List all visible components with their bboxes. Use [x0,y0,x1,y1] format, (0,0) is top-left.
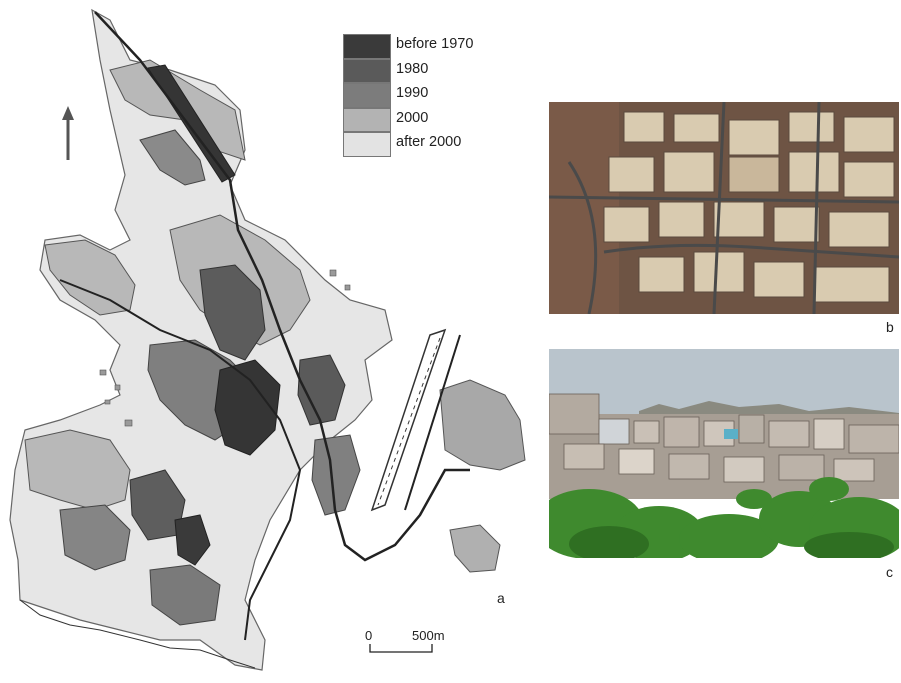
urban-growth-map: before 1970 1980 1990 2000 after 2000 0 … [9,8,526,671]
scattered-parcels [99,269,351,427]
aerial-photo-icon [549,102,899,314]
map-svg [9,8,526,671]
zone-before-1970-north-strip [147,64,236,183]
landscape-photo-icon [549,349,899,558]
zone-1990-south [149,564,221,626]
legend-item: after 2000 [343,132,503,157]
legend-swatch [343,132,391,157]
airport-taxiway [404,334,461,511]
legend-swatch [343,58,391,83]
zone-before-1970-south [174,514,211,566]
landscape-photo [549,349,899,558]
legend-label: 2000 [396,109,429,126]
legend-item: 1990 [343,83,503,108]
legend-item: 1980 [343,58,503,83]
zone-2000-south [449,524,501,573]
airport-runway-icon [370,328,447,512]
north-arrow-icon [62,106,74,160]
zone-1990-north [139,129,206,186]
legend-label: before 1970 [396,36,474,52]
runway-centerline [377,337,441,506]
coastline [19,599,256,669]
legend-label: 1980 [396,60,429,77]
zone-2000-east [439,379,526,471]
legend: before 1970 1980 1990 2000 after 2000 [343,34,503,157]
zone-2000-southwest [24,429,131,511]
legend-swatch [343,83,391,108]
scale-start-label: 0 [365,628,373,643]
scale-bar-line [369,644,433,653]
panel-label-a: a [497,590,505,606]
zone-before-1970-plateau [214,359,281,456]
zone-1980-center [199,264,266,361]
zone-2000-west [44,239,136,316]
legend-label: after 2000 [396,134,462,150]
aerial-photo [549,102,899,314]
coastal-road [59,279,302,641]
legend-label: 1990 [396,85,429,101]
scale-bar: 0 500m [362,628,452,656]
main-road [94,11,470,562]
zone-1990-southwest [59,504,131,571]
legend-swatch [343,34,391,59]
zone-1980-east [297,354,346,426]
legend-item: 2000 [343,107,503,132]
legend-swatch [343,107,391,132]
legend-item: before 1970 [343,34,503,59]
panel-label-c: c [886,564,893,580]
panel-label-b: b [886,319,894,335]
scale-end-label: 500m [412,628,445,643]
zone-1990-east [311,434,361,516]
